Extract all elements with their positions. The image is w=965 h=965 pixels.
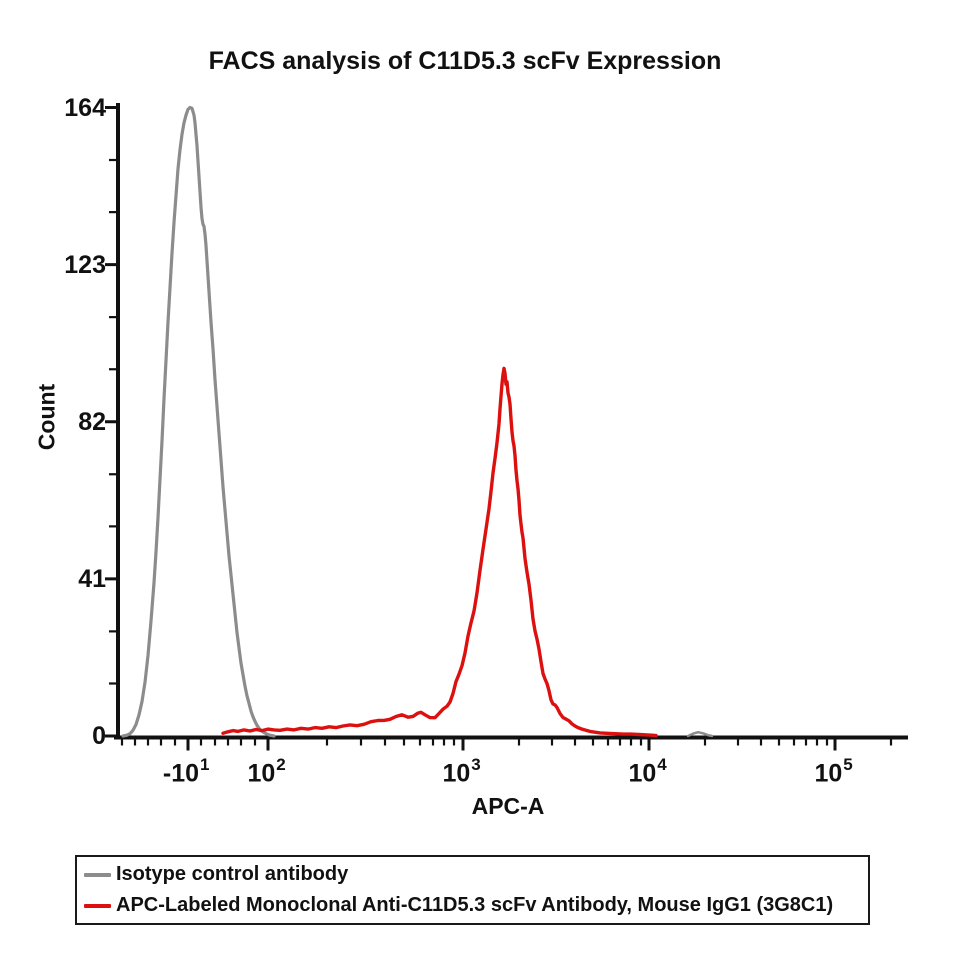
chart-title: FACS analysis of C11D5.3 scFv Expression: [208, 47, 722, 75]
isotype-control-curve: [121, 105, 276, 738]
gray-line-swatch: [84, 872, 111, 877]
legend-item-isotype-control: Isotype control antibody: [84, 861, 868, 889]
x-axis-label: APC-A: [471, 793, 545, 819]
legend-item-apc-antibody: APC-Labeled Monoclonal Anti-C11D5.3 scFv…: [84, 892, 868, 920]
histogram-plot: [105, 103, 908, 751]
apc-antibody-curve: [221, 366, 658, 738]
legend-label: APC-Labeled Monoclonal Anti-C11D5.3 scFv…: [116, 894, 834, 916]
x-tick-label-10e4: 104: [628, 755, 667, 788]
x-tick-label-10e3: 103: [442, 755, 481, 788]
red-line-swatch: [84, 903, 111, 908]
y-tick-label-0: 0: [92, 722, 106, 750]
y-tick-label-41: 41: [78, 564, 106, 593]
y-tick-label-82: 82: [78, 407, 106, 436]
y-tick-label-164: 164: [64, 93, 106, 122]
legend-box: Isotype control antibody APC-Labeled Mon…: [75, 855, 870, 925]
y-tick-label-123: 123: [64, 250, 106, 279]
legend-label: Isotype control antibody: [116, 863, 349, 885]
isotype-control-curve-tail: [686, 730, 714, 738]
x-tick-label-10e5: 105: [814, 755, 853, 788]
x-tick-label-10e2: 102: [247, 755, 286, 788]
x-tick-label--10e1: -101: [162, 755, 210, 788]
